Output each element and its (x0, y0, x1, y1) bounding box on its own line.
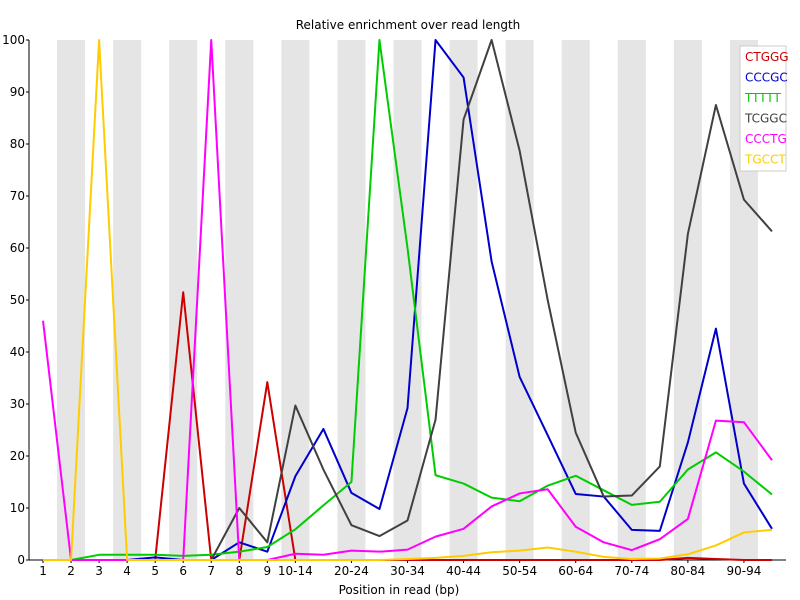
legend-label-tgcct: TGCCT (744, 153, 786, 167)
band-8 (225, 40, 254, 560)
legend-label-ttttt: TTTTT (744, 91, 781, 105)
band-30-34 (393, 40, 422, 560)
band-50-54 (505, 40, 534, 560)
x-tick-label-80-84: 80-84 (670, 564, 705, 578)
x-tick-label-90-94: 90-94 (727, 564, 762, 578)
y-tick-label-20: 20 (10, 449, 25, 463)
band-4 (113, 40, 142, 560)
legend-label-ccctg: CCCTG (745, 132, 787, 146)
x-tick-label-6: 6 (179, 564, 187, 578)
x-tick-label-4: 4 (123, 564, 131, 578)
x-tick-label-9: 9 (263, 564, 271, 578)
chart-title: Relative enrichment over read length (296, 18, 521, 32)
x-tick-label-20-24: 20-24 (334, 564, 369, 578)
y-tick-label-30: 30 (10, 397, 25, 411)
y-tick-label-80: 80 (10, 137, 25, 151)
legend: CTGGG CCCGC TTTTT TCGGC CCCTG TGCCT (739, 45, 789, 172)
y-tick-label-10: 10 (10, 501, 25, 515)
x-tick-label-40-44: 40-44 (446, 564, 481, 578)
x-tick-label-1: 1 (39, 564, 47, 578)
y-tick-label-70: 70 (10, 189, 25, 203)
legend-label-ctggg: CTGGG (745, 50, 789, 64)
series-line-ctggg (43, 291, 772, 561)
x-axis: 1 2 3 4 5 6 7 8 9 10-14 20-24 30-34 40-44 50-54 60-64 7… (29, 559, 786, 578)
x-tick-label-10-14: 10-14 (278, 564, 313, 578)
x-tick-label-60-64: 60-64 (558, 564, 593, 578)
y-tick-label-40: 40 (10, 345, 25, 359)
x-tick-label-70-74: 70-74 (614, 564, 649, 578)
legend-box (739, 45, 787, 172)
y-axis: 0 10 20 30 40 50 60 70 80 90 100 (2, 33, 30, 567)
x-tick-label-2: 2 (67, 564, 75, 578)
y-tick-label-60: 60 (10, 241, 25, 255)
y-tick-label-100: 100 (2, 33, 25, 47)
x-tick-label-8: 8 (235, 564, 243, 578)
x-tick-label-30-34: 30-34 (390, 564, 425, 578)
x-tick-label-50-54: 50-54 (502, 564, 537, 578)
background-bands (57, 40, 758, 560)
series-line-cccgc (43, 39, 773, 561)
x-tick-label-7: 7 (207, 564, 215, 578)
legend-label-cccgc: CCCGC (745, 71, 788, 85)
x-tick-label-5: 5 (151, 564, 159, 578)
y-tick-label-50: 50 (10, 293, 25, 307)
x-tick-label-3: 3 (95, 564, 103, 578)
band-10-14 (281, 40, 310, 560)
y-tick-label-90: 90 (10, 85, 25, 99)
series-line-ttttt (43, 39, 773, 561)
band-70-74 (617, 40, 646, 560)
band-60-64 (561, 40, 590, 560)
series-lines (42, 39, 773, 561)
series-line-tgcct (43, 39, 773, 561)
legend-label-tcggc: TCGGC (744, 112, 787, 126)
y-tick-label-0: 0 (17, 553, 25, 567)
x-axis-label: Position in read (bp) (339, 583, 460, 597)
